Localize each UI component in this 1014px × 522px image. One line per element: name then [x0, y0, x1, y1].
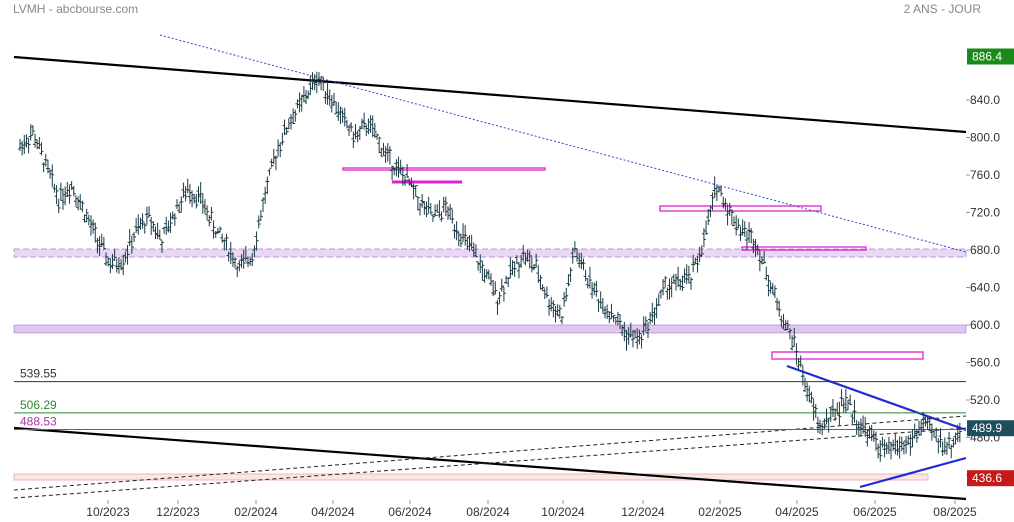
x-tick-label: 08/2025	[933, 505, 977, 519]
price-tag-label-1: 489.9	[972, 421, 1002, 435]
x-tick-label: 10/2024	[541, 505, 585, 519]
magenta-box	[771, 351, 924, 360]
price-tag-label-0: 886.4	[972, 50, 1002, 64]
level-label-0: 539.55	[20, 367, 57, 381]
dotted-trend-line	[159, 34, 967, 253]
y-tick-label: 840.0	[970, 93, 1000, 107]
trend-lines	[13, 34, 967, 501]
chart-title: LVMH - abcbourse.com	[13, 2, 139, 16]
x-tick-label: 12/2024	[621, 505, 665, 519]
chart-period: 2 ANS - JOUR	[903, 2, 981, 16]
x-tick-label: 08/2024	[466, 505, 510, 519]
price-bars	[18, 71, 962, 462]
y-tick-label: 760.0	[970, 168, 1000, 182]
x-tick-label: 02/2024	[234, 505, 278, 519]
price-tags: 886.4 489.9 436.6	[967, 48, 1014, 487]
x-axis: 10/2023 12/2023 02/2024 04/2024 06/2024 08/20…	[86, 500, 977, 519]
price-tag-bg-0	[967, 48, 1014, 65]
x-tick-label: 06/2025	[853, 505, 897, 519]
resistance-band	[13, 248, 967, 258]
x-tick-label: 04/2024	[311, 505, 355, 519]
support-band	[13, 324, 967, 334]
y-tick-label: 600.0	[970, 318, 1000, 332]
x-tick-label: 06/2024	[388, 505, 432, 519]
y-tick-label: 560.0	[970, 356, 1000, 370]
price-tag-bg-2	[967, 470, 1014, 487]
x-tick-label: 12/2023	[156, 505, 200, 519]
y-tick-label: 640.0	[970, 281, 1000, 295]
x-tick-label: 10/2023	[86, 505, 130, 519]
y-tick-label: 800.0	[970, 131, 1000, 145]
y-tick-label: 520.0	[970, 393, 1000, 407]
x-tick-label: 04/2025	[775, 505, 819, 519]
zone-bands	[13, 167, 967, 481]
level-label-1: 506.29	[20, 398, 57, 412]
dashed-channel-lower	[13, 427, 967, 499]
triangle-lower-line	[859, 456, 967, 489]
triangle-upper-line	[786, 364, 967, 432]
low-band	[13, 473, 929, 481]
price-tag-bg-1	[967, 420, 1014, 437]
level-lines: 539.55 506.29 488.53	[14, 367, 966, 431]
y-tick-label: 680.0	[970, 243, 1000, 257]
x-tick-label: 02/2025	[698, 505, 742, 519]
y-tick-label: 720.0	[970, 206, 1000, 220]
upper-trend-line	[13, 55, 967, 134]
magenta-box	[659, 205, 822, 212]
price-tag-label-2: 436.6	[972, 471, 1002, 485]
magenta-box	[342, 167, 546, 171]
level-label-2: 488.53	[20, 415, 57, 429]
magenta-box	[741, 246, 867, 251]
dashed-channel-upper	[13, 415, 967, 491]
